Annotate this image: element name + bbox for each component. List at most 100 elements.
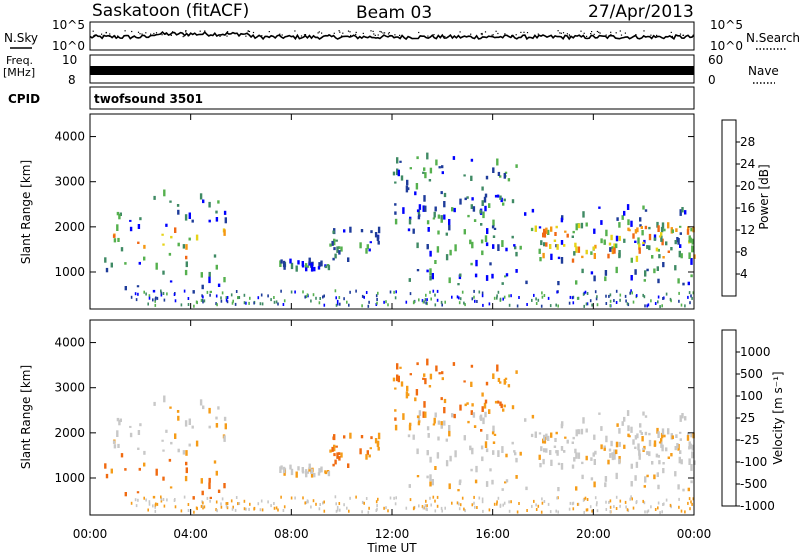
velocity-cell [129,425,132,428]
velocity-cell [689,443,692,449]
velocity-cell [451,413,454,418]
power-cell [482,303,484,307]
power-cell [531,298,533,302]
velocity-cell [473,495,475,499]
power-cell [376,301,378,305]
power-cell [628,229,631,232]
velocity-cell [493,502,496,506]
velocity-cell [217,489,221,493]
power-cell [418,214,421,217]
power-cell [553,239,557,242]
velocity-cell [137,430,141,435]
power-cell [441,171,444,175]
power-cell [440,215,443,222]
velocity-cell [644,431,648,436]
power-cell [320,260,323,267]
velocity-cell [611,452,614,455]
power-cell [163,298,166,302]
velocity-cell [503,379,506,385]
velocity-cell [543,448,546,453]
velocity-cell [225,502,228,506]
power-cell [572,230,575,234]
nsearch-point [379,30,381,33]
power-cell [416,209,420,213]
power-cell [193,304,195,308]
power-cell [425,301,427,305]
power-cell [395,290,397,294]
power-cell [480,223,483,226]
velocity-cell [662,503,664,506]
velocity-cell [225,504,228,508]
power-cell [500,197,503,203]
velocity-cell [332,436,335,440]
velocity-cell [187,503,190,506]
power-cell [327,265,331,271]
power-cell [440,300,443,304]
velocity-cell [675,434,678,438]
velocity-cell [501,488,504,491]
velocity-cell [586,498,589,501]
velocity-cell [368,454,371,458]
velocity-cell [679,438,682,441]
velocity-cell [476,506,478,509]
nsearch-point [108,35,111,37]
power-cell [561,215,564,221]
velocity-cell [518,502,520,505]
velocity-cell [538,432,542,435]
nsearch-point [491,34,493,36]
velocity-cell [396,363,399,370]
power-cell [417,215,421,220]
velocity-cell [445,438,448,442]
velocity-cell [434,466,437,470]
velocity-cell [459,404,462,411]
velocity-cell [230,499,233,503]
power-cell [170,235,173,239]
velocity-cell [624,500,627,504]
velocity-cell [431,479,434,486]
velocity-cell [586,508,589,512]
power-cell [279,260,282,267]
power-cell [590,271,594,275]
power-cell [397,169,400,177]
nsearch-point [92,30,94,32]
velocity-cell [469,445,472,451]
nsearch-point [382,32,384,34]
power-cell [643,279,646,282]
power-cell [335,239,338,242]
power-cell [208,276,211,284]
velocity-cell [491,479,494,485]
velocity-cell [502,503,504,507]
power-cell [429,250,432,257]
power-cell [217,200,220,204]
velocity-cell [560,446,564,451]
power-cell [481,186,484,191]
power-cell [394,181,397,184]
velocity-cell [136,491,140,494]
power-cell [169,280,173,283]
power-cell [422,300,425,304]
power-cell [653,268,656,274]
nsearch-point [246,32,248,34]
power-cell [359,242,362,249]
velocity-cell [550,432,553,438]
velocity-cell [440,397,443,401]
velocity-cell [162,449,165,452]
velocity-cell [662,468,665,474]
power-cell [660,226,664,233]
power-cell [566,233,569,238]
velocity-cell [691,502,693,506]
nsearch-point [105,31,107,34]
nsearch-point [223,34,225,36]
velocity-cell [360,435,364,439]
velocity-cell [200,478,203,484]
velocity-cell [563,450,566,453]
nsearch-point [671,35,673,37]
nsearch-point [338,30,340,32]
power-cell [690,228,693,232]
power-cell [315,296,317,300]
power-cell [585,222,588,227]
power-cell [680,303,683,307]
power-cell [392,171,396,176]
power-cell [593,253,596,259]
velocity-cell [461,496,464,500]
